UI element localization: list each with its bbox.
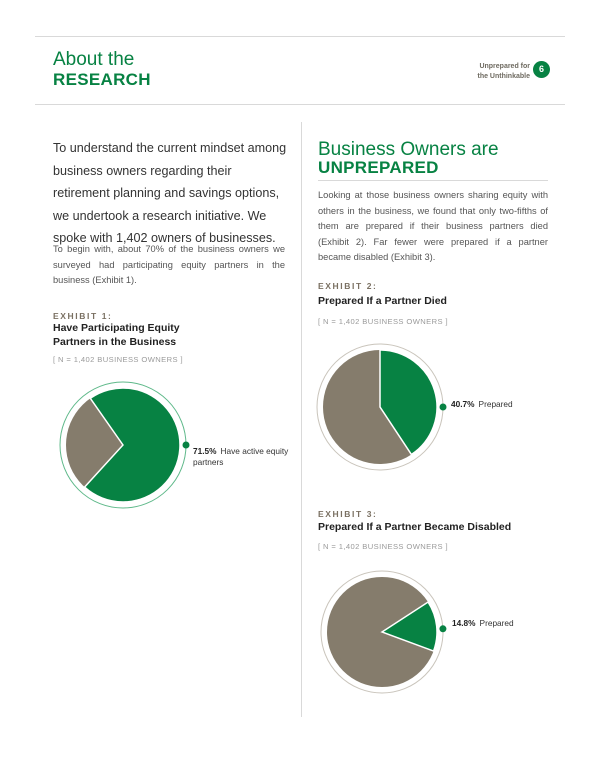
top-divider	[35, 36, 565, 37]
header-divider	[35, 104, 565, 105]
pie3-highlight-slice	[380, 601, 438, 653]
exhibit2-caption: Prepared	[478, 399, 513, 409]
intro-paragraph: To begin with, about 70% of the business…	[53, 244, 285, 285]
page-number-badge: 6	[533, 61, 550, 78]
exhibit1-sample-size: [ N = 1,402 BUSINESS OWNERS ]	[53, 355, 183, 364]
section-title-line2: UNPREPARED	[318, 158, 439, 177]
exhibit3-label: EXHIBIT 3:	[318, 509, 378, 519]
running-title: Unprepared for the Unthinkable	[477, 62, 530, 82]
running-title-2: the Unthinkable	[477, 73, 530, 80]
exhibit2-callout: 40.7% Prepared	[451, 399, 513, 410]
exhibit3-sample-size: [ N = 1,402 BUSINESS OWNERS ]	[318, 542, 448, 551]
exhibit3-callout: 14.8% Prepared	[452, 618, 514, 629]
exhibit2-sample-size: [ N = 1,402 BUSINESS OWNERS ]	[318, 317, 448, 326]
exhibit1-value: 71.5%	[193, 446, 217, 456]
pie2-highlight-slice	[379, 349, 438, 456]
exhibit3-caption: Prepared	[479, 618, 514, 628]
pie1-highlight-slice	[83, 387, 181, 503]
exhibit1-title: Have Participating Equity Partners in th…	[53, 322, 180, 348]
exhibit1-callout: 71.5% Have active equity partners	[193, 446, 293, 468]
section-divider	[318, 180, 548, 181]
exhibit3-value: 14.8%	[452, 618, 476, 628]
exhibit3-title: Prepared If a Partner Became Disabled	[318, 521, 512, 533]
running-title-1: Unprepared for	[479, 63, 530, 70]
pie1-callout-dot	[182, 441, 190, 449]
page-title-line1: About the	[53, 49, 135, 70]
lead-paragraph: To understand the current mindset among …	[53, 141, 287, 245]
section-title-line1: Business Owners are	[318, 139, 499, 160]
exhibit1-caption: Have active equity partners	[193, 446, 289, 467]
pie3-callout-dot	[439, 625, 447, 633]
page-title-line2: RESEARCH	[53, 70, 151, 89]
exhibit2-title: Prepared If a Partner Died	[318, 295, 447, 307]
exhibit1-label: EXHIBIT 1:	[53, 311, 113, 321]
pie2-callout-dot	[439, 403, 447, 411]
section-paragraph: Looking at those business owners sharing…	[318, 190, 548, 262]
column-divider	[301, 122, 302, 717]
exhibit2-label: EXHIBIT 2:	[318, 281, 378, 291]
exhibit2-value: 40.7%	[451, 399, 475, 409]
